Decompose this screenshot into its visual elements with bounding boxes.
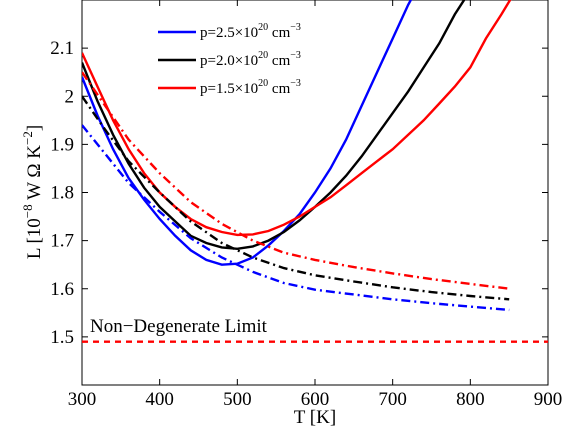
y-tick-label: 1.5 [50, 327, 74, 348]
x-tick-label: 900 [534, 389, 563, 410]
ticks-layer: 300 400 500 600 700 800 900 1.5 1.6 1.7 1.8 1.9 2 2.1 [50, 0, 562, 410]
y-label-post: ] [24, 125, 45, 131]
annotation-non-degenerate: Non−Degenerate Limit [90, 316, 268, 337]
series-line-4 [82, 124, 510, 312]
series-layer [82, 0, 548, 343]
y-tick-label: 1.8 [50, 183, 74, 204]
legend-label-2: p=2.0×1020 cm−3 [200, 50, 301, 69]
y-tick-label: 1.7 [50, 231, 74, 252]
series-line-2 [82, 0, 466, 251]
y-label-exp1: −8 [20, 204, 35, 218]
x-tick-label: 800 [456, 389, 485, 410]
x-tick-label: 300 [68, 389, 97, 410]
y-tick-label: 2 [65, 86, 75, 107]
series-line-6 [82, 71, 510, 290]
y-label-pre: L [10 [24, 218, 45, 259]
legend: p=2.5×1020 cm−3 p=2.0×1020 cm−3 p=1.5×1020… [158, 22, 301, 97]
y-label-mid: W Ω K [24, 145, 45, 205]
y-axis-label: L [10−8 W Ω K−2] [20, 125, 45, 259]
series-line-1 [82, 0, 413, 266]
legend-label-3: p=1.5×1020 cm−3 [200, 78, 301, 97]
x-tick-label: 400 [145, 389, 174, 410]
x-axis-label: T [K] [294, 407, 336, 426]
y-tick-label: 1.9 [50, 134, 74, 155]
x-tick-label: 600 [301, 389, 330, 410]
y-tick-label: 1.6 [50, 279, 74, 300]
y-label-exp2: −2 [20, 131, 35, 145]
legend-label-1: p=2.5×1020 cm−3 [200, 22, 301, 41]
x-tick-label: 700 [378, 389, 407, 410]
y-tick-label: 2.1 [50, 38, 74, 59]
x-tick-label: 500 [223, 389, 252, 410]
series-line-5 [82, 95, 510, 301]
